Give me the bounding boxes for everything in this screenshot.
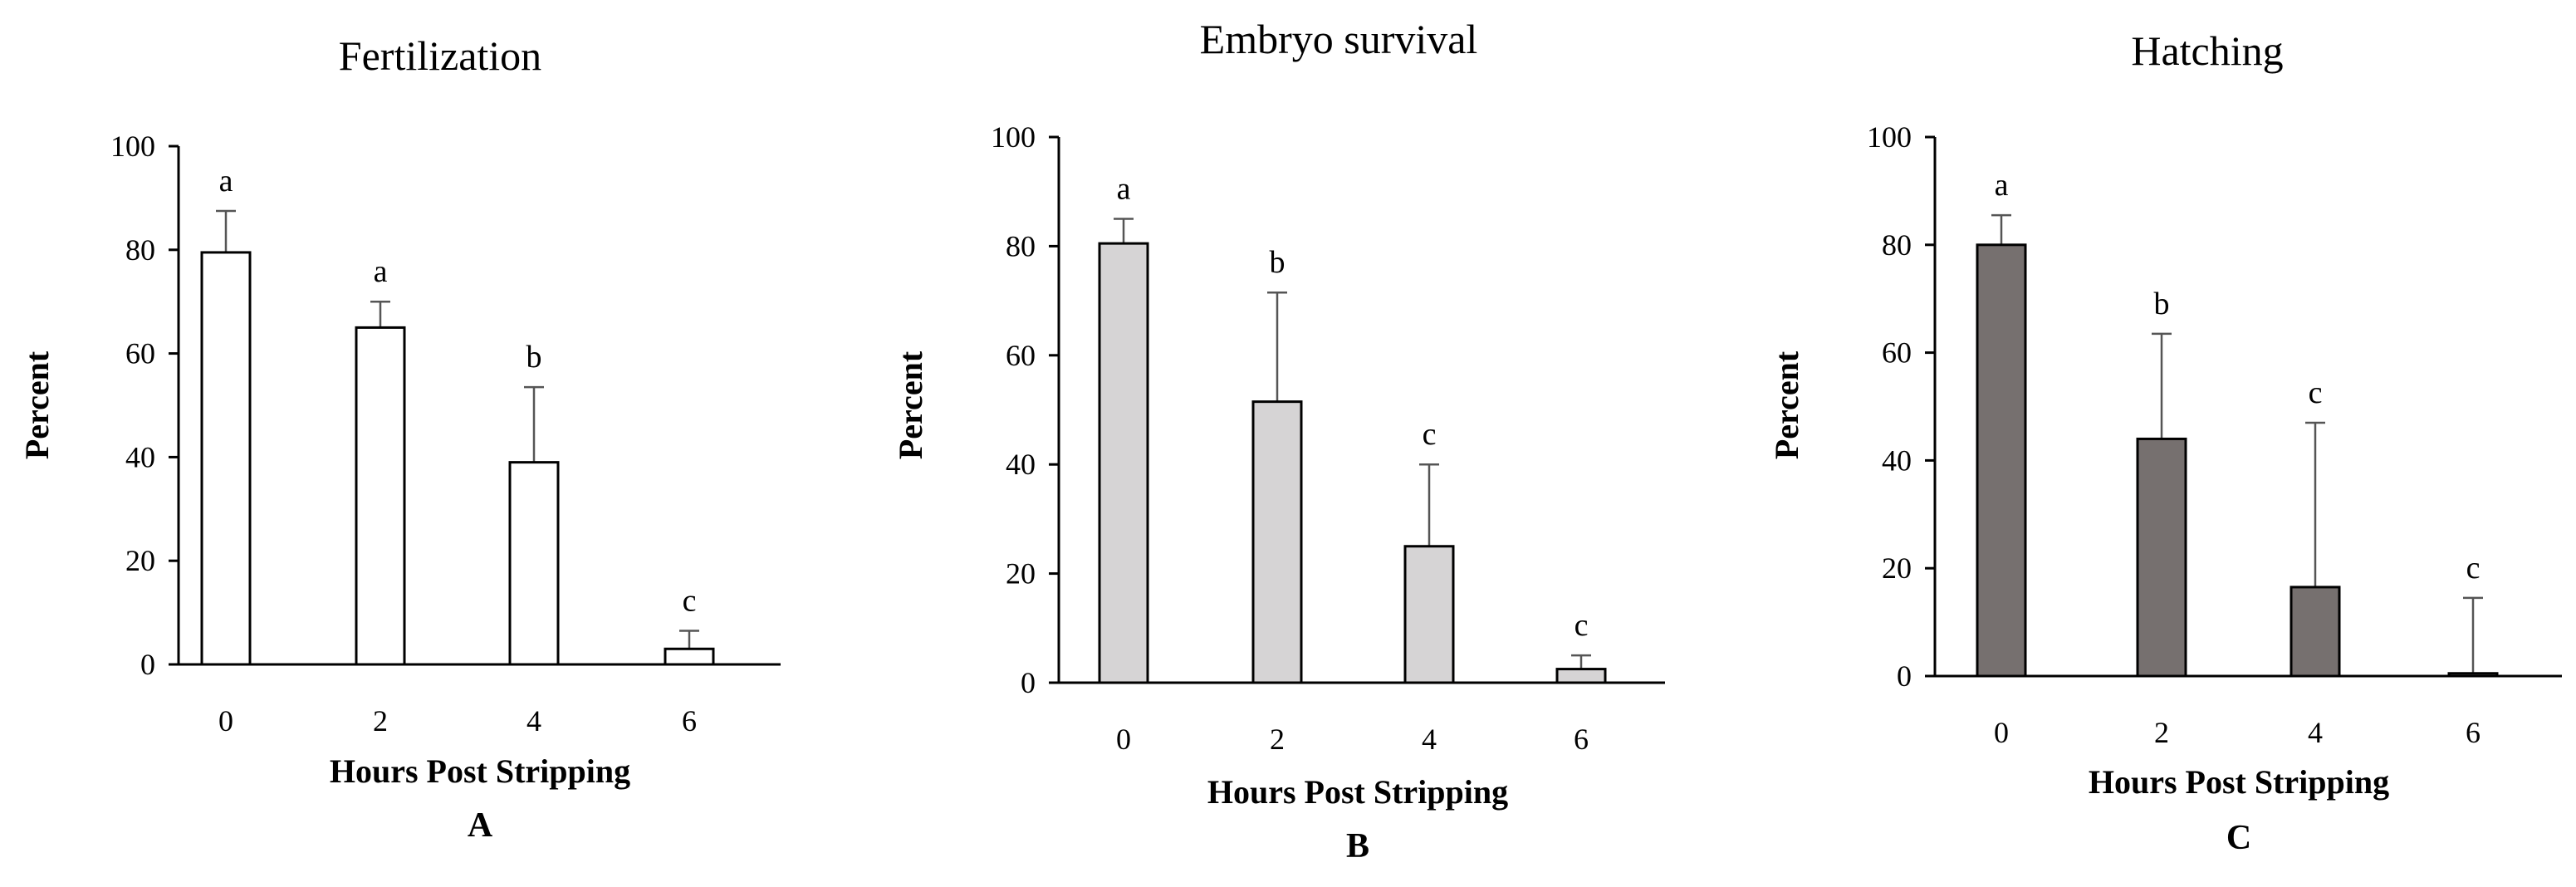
y-tick-label: 80 — [125, 233, 155, 267]
bar-6 — [664, 647, 715, 666]
x-tick-label: 6 — [682, 704, 697, 738]
y-tick-label: 40 — [1006, 448, 1036, 481]
significance-label: a — [219, 164, 233, 198]
x-tick-label: 0 — [1116, 723, 1131, 756]
significance-label: b — [2154, 287, 2170, 321]
panel-C: Hatching 0 20 40 60 80 100 Percent a 0 b 2 c 4 c 6 Hours… — [1768, 27, 2562, 857]
y-axis-label: Percent — [18, 350, 56, 459]
x-tick-label: 4 — [2308, 716, 2323, 749]
y-tick-label: 80 — [1006, 229, 1036, 262]
y-tick-label: 40 — [1882, 444, 1912, 477]
x-axis-label: Hours Post Stripping — [330, 752, 630, 790]
x-tick-label: 6 — [2466, 716, 2481, 749]
chart-title: Hatching — [2131, 27, 2283, 74]
x-tick-label: 6 — [1574, 723, 1589, 756]
x-tick-label: 4 — [526, 704, 541, 738]
y-tick-label: 80 — [1882, 228, 1912, 262]
bar-4 — [508, 461, 560, 666]
x-tick-label: 2 — [2154, 716, 2169, 749]
bar-2 — [2136, 437, 2187, 678]
y-tick-label: 0 — [1897, 659, 1912, 693]
significance-label: c — [683, 583, 697, 618]
x-tick-label: 0 — [218, 704, 233, 738]
x-axis-label: Hours Post Stripping — [2089, 763, 2389, 801]
significance-label: b — [526, 340, 542, 375]
x-tick-label: 2 — [1270, 723, 1285, 756]
bar-6 — [1555, 668, 1607, 684]
y-tick-label: 60 — [1006, 339, 1036, 372]
bar-4 — [2290, 586, 2341, 678]
y-tick-label: 0 — [1021, 666, 1036, 699]
bar-2 — [355, 326, 406, 666]
x-tick-label: 0 — [1994, 716, 2009, 749]
bar-0 — [200, 251, 252, 666]
y-tick-label: 100 — [110, 130, 155, 163]
significance-label: a — [374, 254, 388, 289]
panel-letter: A — [468, 806, 493, 845]
y-tick-label: 100 — [1867, 120, 1912, 154]
y-tick-label: 100 — [991, 120, 1036, 154]
significance-label: b — [1270, 245, 1286, 280]
bar-2 — [1251, 400, 1303, 684]
panel-letter: B — [1346, 827, 1369, 865]
bar-6 — [2447, 672, 2499, 678]
panel-letter: C — [2226, 819, 2251, 857]
x-tick-label: 2 — [373, 704, 388, 738]
y-axis-label: Percent — [1768, 350, 1805, 459]
significance-label: a — [1117, 172, 1131, 207]
y-tick-label: 20 — [125, 544, 155, 577]
bar-4 — [1403, 545, 1455, 684]
significance-label: c — [1574, 608, 1589, 643]
bar-0 — [1976, 243, 2027, 678]
y-axis-label: Percent — [892, 350, 929, 459]
panel-A: Fertilization 0 20 40 60 80 100 Percent a 0 a 2 b 4 c 6… — [18, 32, 781, 845]
chart-title: Fertilization — [339, 32, 541, 79]
significance-label: a — [1995, 168, 2009, 203]
y-tick-label: 20 — [1006, 557, 1036, 591]
y-tick-label: 40 — [125, 440, 155, 473]
significance-label: c — [2466, 551, 2481, 586]
bar-0 — [1098, 242, 1149, 684]
panel-B: Embryo survival 0 20 40 60 80 100 Percent a 0 b 2 c 4… — [892, 16, 1665, 865]
x-tick-label: 4 — [1422, 723, 1437, 756]
y-tick-label: 0 — [140, 648, 155, 681]
y-tick-label: 60 — [1882, 336, 1912, 370]
chart-title: Embryo survival — [1200, 16, 1478, 62]
x-axis-label: Hours Post Stripping — [1207, 773, 1508, 811]
significance-label: c — [1423, 417, 1437, 452]
significance-label: c — [2309, 375, 2323, 410]
y-tick-label: 60 — [125, 337, 155, 370]
y-tick-label: 20 — [1882, 551, 1912, 585]
